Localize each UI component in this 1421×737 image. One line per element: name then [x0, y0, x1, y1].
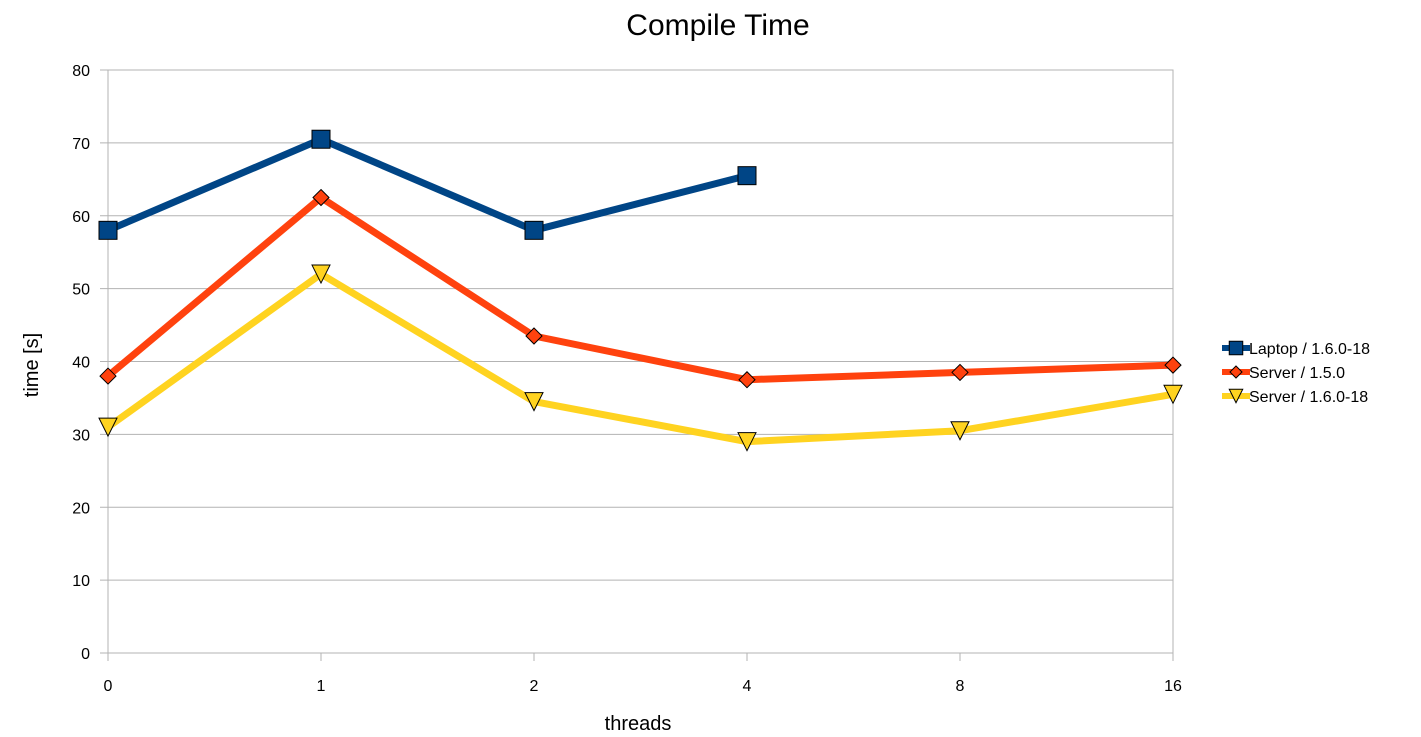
- y-axis-ticks: 0 10 20 30 40 50 60 70 80: [72, 63, 108, 663]
- data-point: [524, 220, 544, 240]
- data-point: [1163, 384, 1183, 405]
- y-tick-label: 80: [72, 63, 90, 80]
- x-tick-label: 0: [104, 678, 113, 695]
- legend-marker: [1229, 365, 1243, 379]
- legend-item: Server / 1.6.0-18: [1222, 388, 1368, 406]
- legend-marker: [1228, 388, 1244, 404]
- y-tick-label: 20: [72, 500, 90, 517]
- series-line: [106, 135, 748, 234]
- data-point: [1164, 356, 1182, 374]
- data-point: [98, 417, 118, 438]
- data-point: [737, 166, 757, 186]
- data-point: [311, 129, 331, 149]
- y-tick-label: 70: [72, 136, 90, 153]
- legend: Laptop / 1.6.0-18 Server / 1.5.0 Server / …: [1222, 340, 1370, 406]
- data-point: [951, 363, 969, 382]
- series-line: [105, 194, 1174, 384]
- y-tick-label: 10: [72, 573, 90, 590]
- data-point: [738, 371, 756, 389]
- data-point: [99, 367, 117, 385]
- gridlines: [108, 69, 1173, 654]
- legend-item: Server / 1.5.0: [1222, 365, 1345, 382]
- legend-label: Laptop / 1.6.0-18: [1249, 341, 1370, 358]
- y-tick-label: 0: [81, 646, 90, 663]
- x-tick-label: 8: [956, 678, 965, 695]
- x-axis-title: threads: [605, 713, 672, 735]
- data-point: [312, 188, 330, 207]
- data-point: [98, 220, 118, 240]
- y-axis-title: time [s]: [21, 333, 43, 397]
- data-point: [525, 327, 543, 345]
- legend-marker: [1228, 340, 1244, 356]
- chart-title: Compile Time: [626, 9, 809, 42]
- x-axis-ticks: 0 1 2 4 8 16: [104, 653, 1182, 695]
- x-tick-label: 2: [530, 678, 539, 695]
- x-tick-label: 4: [743, 678, 752, 695]
- data-point: [737, 432, 757, 452]
- legend-label: Server / 1.6.0-18: [1249, 389, 1368, 406]
- series-0: [98, 129, 757, 240]
- x-tick-label: 16: [1164, 678, 1182, 695]
- data-point: [524, 392, 544, 412]
- legend-label: Server / 1.5.0: [1249, 365, 1345, 382]
- series-line: [105, 270, 1174, 446]
- y-tick-label: 40: [72, 355, 90, 372]
- y-tick-label: 50: [72, 282, 90, 299]
- series-layer: [98, 129, 1183, 452]
- legend-item: Laptop / 1.6.0-18: [1222, 340, 1370, 358]
- y-tick-label: 30: [72, 427, 90, 444]
- series-2: [98, 264, 1183, 452]
- x-tick-label: 1: [317, 678, 326, 695]
- series-1: [99, 188, 1182, 389]
- y-tick-label: 60: [72, 209, 90, 226]
- data-point: [950, 421, 970, 441]
- data-point: [311, 264, 331, 285]
